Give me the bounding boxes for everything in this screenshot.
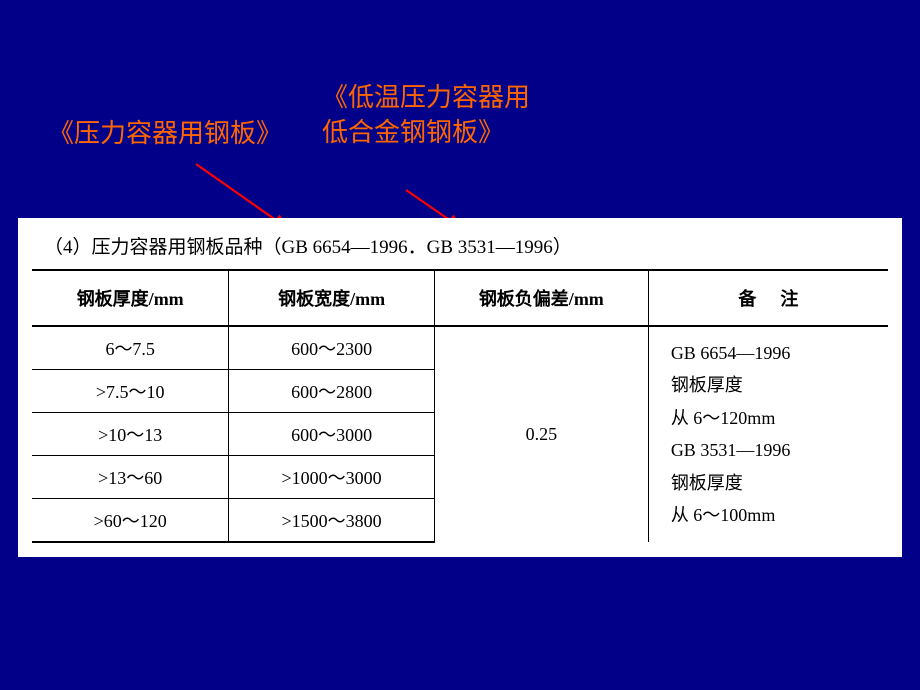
annotation-left-text: 《压力容器用钢板》	[48, 119, 282, 148]
cell-thickness: >7.5～10	[32, 370, 229, 413]
cell-width: 600～2800	[229, 370, 434, 413]
table-header-row: 钢板厚度/mm 钢板宽度/mm 钢板负偏差/mm 备注	[32, 270, 888, 326]
annotation-right-text: 《低温压力容器用低合金钢钢板》	[322, 83, 530, 147]
annotation-right: 《低温压力容器用低合金钢钢板》	[322, 80, 552, 150]
annotation-left: 《压力容器用钢板》	[48, 116, 328, 151]
cell-thickness: >13～60	[32, 456, 229, 499]
corner-decoration	[0, 0, 70, 70]
col-deviation: 钢板负偏差/mm	[434, 270, 648, 326]
cell-width: 600～2300	[229, 326, 434, 370]
note-line: 从 6～100mm	[671, 499, 882, 531]
cell-thickness: >10～13	[32, 413, 229, 456]
cell-thickness: >60～120	[32, 499, 229, 543]
steel-plate-table: 钢板厚度/mm 钢板宽度/mm 钢板负偏差/mm 备注 6～7.5 600～23…	[32, 269, 888, 543]
note-line: 钢板厚度	[671, 369, 882, 401]
table-card: （4）压力容器用钢板品种（GB 6654—1996．GB 3531—1996） …	[18, 218, 902, 557]
table-title: （4）压力容器用钢板品种（GB 6654—1996．GB 3531—1996）	[32, 226, 888, 269]
cell-note: GB 6654—1996 钢板厚度 从 6～120mm GB 3531—1996…	[648, 326, 888, 542]
col-width: 钢板宽度/mm	[229, 270, 434, 326]
col-note: 备注	[648, 270, 888, 326]
note-line: GB 3531—1996	[671, 434, 882, 466]
note-line: GB 6654—1996	[671, 337, 882, 369]
cell-width: 600～3000	[229, 413, 434, 456]
note-line: 从 6～120mm	[671, 402, 882, 434]
note-line: 钢板厚度	[671, 467, 882, 499]
col-thickness: 钢板厚度/mm	[32, 270, 229, 326]
table-row: 6～7.5 600～2300 0.25 GB 6654—1996 钢板厚度 从 …	[32, 326, 888, 370]
cell-thickness: 6～7.5	[32, 326, 229, 370]
cell-width: >1500～3800	[229, 499, 434, 543]
cell-width: >1000～3000	[229, 456, 434, 499]
cell-deviation: 0.25	[434, 326, 648, 542]
